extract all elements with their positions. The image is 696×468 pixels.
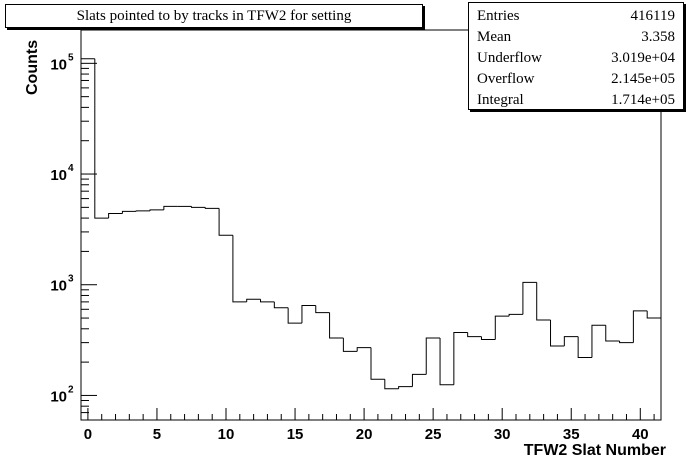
histogram-bin [356, 347, 371, 352]
histogram-bin [453, 332, 468, 385]
histogram-bin [80, 58, 95, 420]
y-tick-label-exponent: 4 [68, 163, 74, 174]
histogram-bin [370, 347, 385, 380]
histogram-bin [218, 208, 233, 236]
stats-row-integral: Integral 1.714e+05 [477, 90, 675, 111]
histogram-bin [619, 341, 634, 344]
stats-value: 416119 [630, 8, 675, 24]
histogram-bin [163, 205, 178, 210]
stats-row-underflow: Underflow 3.019e+04 [477, 48, 675, 69]
histogram-bin [273, 301, 289, 309]
x-tick-label: 15 [287, 426, 304, 443]
y-tick-label-exponent: 2 [68, 384, 74, 395]
histogram-bin [149, 209, 164, 211]
stats-value: 3.019e+04 [611, 50, 675, 66]
x-axis-label: TFW2 Slat Number [523, 442, 666, 459]
histogram-bin [550, 320, 565, 347]
stats-label: Entries [477, 8, 520, 24]
y-tick-label: 10 [50, 278, 67, 295]
x-tick-label: 30 [494, 426, 511, 443]
histogram-bin [494, 315, 510, 340]
stats-value: 3.358 [641, 29, 675, 45]
histogram-bin [108, 213, 123, 219]
histogram-bin [411, 373, 427, 387]
histogram-bin [232, 235, 247, 303]
histogram-bin [342, 338, 358, 352]
stats-row-overflow: Overflow 2.145e+05 [477, 69, 675, 90]
histogram-bin [508, 313, 523, 317]
stats-row-mean: Mean 3.358 [477, 27, 675, 48]
histogram-bin [204, 207, 220, 209]
x-tick-label: 5 [153, 426, 161, 443]
x-tick-label: 0 [84, 426, 92, 443]
stats-label: Overflow [477, 71, 535, 87]
histogram-bin [480, 336, 496, 341]
histogram-bin [315, 305, 330, 314]
chart-title: Slats pointed to by tracks in TFW2 for s… [5, 4, 423, 28]
stats-value: 2.145e+05 [611, 71, 675, 87]
y-tick-label-exponent: 5 [68, 52, 74, 63]
y-tick-label-exponent: 3 [68, 274, 74, 285]
histogram-bin [287, 307, 302, 324]
histogram-bin [522, 281, 537, 315]
histogram-bin [398, 386, 413, 389]
histogram-bin [536, 282, 551, 321]
histogram-bin [563, 336, 579, 346]
histogram-bin [467, 332, 482, 338]
histogram-bin [246, 298, 261, 302]
stats-label: Integral [477, 92, 524, 108]
histogram-bin [646, 310, 662, 420]
stats-label: Underflow [477, 50, 542, 66]
histogram-bin [439, 338, 454, 386]
histogram-bin [425, 337, 441, 375]
x-tick-label: 40 [632, 426, 649, 443]
histogram-bin [121, 210, 137, 214]
histogram-bin [94, 58, 109, 219]
chart-title-text: Slats pointed to by tracks in TFW2 for s… [76, 8, 352, 24]
histogram-bin [605, 325, 620, 342]
histogram-bin [384, 379, 399, 390]
histogram-bin [591, 324, 606, 358]
stats-box: Entries 416119 Mean 3.358 Underflow 3.01… [468, 2, 684, 110]
histogram-bars [80, 58, 662, 420]
histogram-bin [260, 299, 275, 303]
histogram-bin [632, 310, 648, 343]
stats-value: 1.714e+05 [611, 92, 675, 108]
x-tick-label: 35 [563, 426, 580, 443]
y-tick-label: 10 [50, 56, 67, 73]
y-tick-label: 10 [50, 167, 67, 184]
x-tick-label: 10 [218, 426, 235, 443]
y-tick-label: 10 [50, 388, 67, 405]
histogram-bin [329, 312, 344, 339]
histogram-bin [135, 210, 151, 212]
axis-ticks [81, 29, 655, 421]
stats-row-entries: Entries 416119 [477, 6, 675, 27]
x-tick-label: 20 [356, 426, 373, 443]
x-tick-label: 25 [425, 426, 442, 443]
histogram-bin [190, 206, 206, 208]
y-axis-label: Counts [24, 39, 41, 95]
stats-label: Mean [477, 29, 512, 45]
histogram-bin [301, 304, 316, 324]
histogram-bin [577, 336, 592, 359]
